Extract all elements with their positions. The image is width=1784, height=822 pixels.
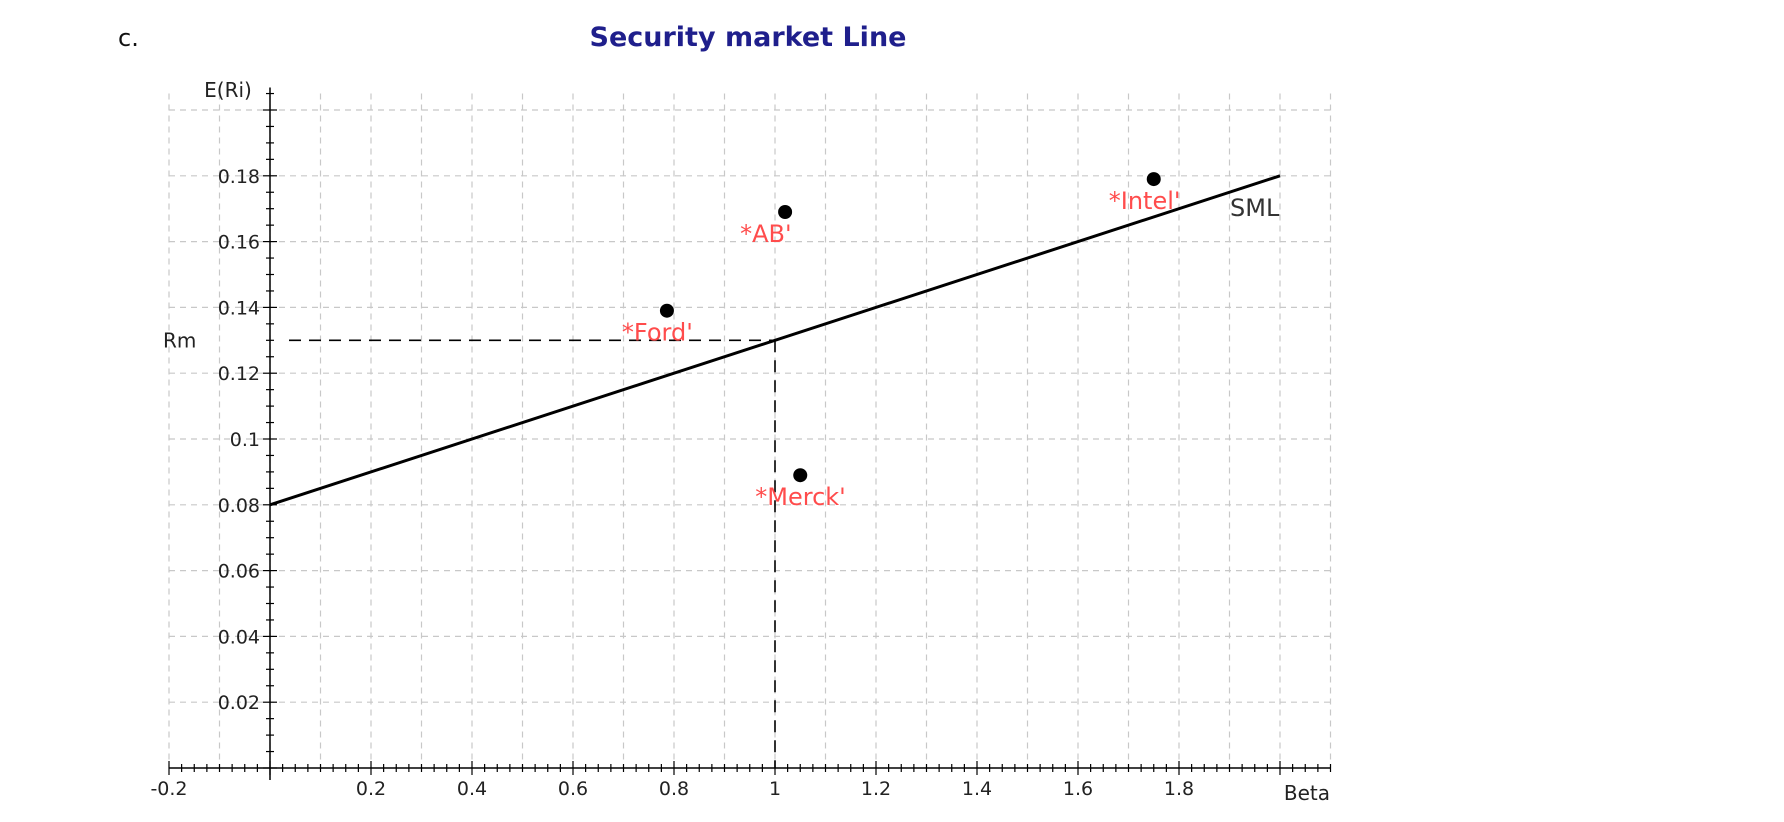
y-axis-label: E(Ri) — [204, 78, 252, 102]
data-point — [659, 303, 674, 318]
y-tick-label: 0.1 — [230, 429, 260, 451]
x-axis-label: Beta — [1284, 781, 1330, 805]
y-tick-label: 0.14 — [218, 297, 260, 319]
y-tick-label: 0.16 — [218, 232, 260, 254]
data-point-label: *Intel' — [1109, 187, 1181, 215]
x-tick-label: 0.8 — [659, 778, 689, 800]
y-tick-label: 0.06 — [218, 561, 260, 583]
market-return-label: Rm — [163, 328, 196, 352]
data-point — [1146, 172, 1161, 187]
x-tick-label: 1.2 — [861, 778, 891, 800]
grid — [168, 93, 1332, 768]
sml-label: SML — [1230, 194, 1280, 222]
axes — [168, 87, 1332, 780]
part-label: c. — [118, 24, 139, 52]
x-tick-label: 0.6 — [558, 778, 588, 800]
x-tick-label: 1.6 — [1063, 778, 1093, 800]
x-ticks: -0.2 0.2 0.4 0.6 0.8 1 1.2 1.4 1.6 1.8 — [150, 778, 1194, 800]
data-point — [778, 204, 793, 219]
data-point-label: *Merck' — [755, 483, 846, 511]
chart-title: Security market Line — [590, 22, 907, 53]
y-ticks: 0.02 0.04 0.06 0.08 0.1 0.12 0.14 0.16 0.18 — [218, 166, 260, 714]
sml-line — [269, 174, 1281, 507]
series: Rm SML *Ford' *AB' *Merck' *Intel' — [163, 172, 1281, 768]
y-tick-label: 0.12 — [218, 363, 260, 385]
x-tick-label: -0.2 — [150, 778, 187, 800]
y-tick-label: 0.04 — [218, 626, 260, 648]
x-tick-label: 0.4 — [457, 778, 487, 800]
x-tick-label: 1 — [769, 778, 781, 800]
y-tick-label: 0.02 — [218, 692, 260, 714]
x-tick-label: 1.4 — [962, 778, 992, 800]
y-tick-label: 0.08 — [218, 495, 260, 517]
x-tick-label: 0.2 — [356, 778, 386, 800]
y-tick-label: 0.18 — [218, 166, 260, 188]
data-point — [793, 468, 808, 483]
data-point-label: *AB' — [740, 220, 791, 248]
data-point-label: *Ford' — [622, 319, 693, 347]
x-tick-label: 1.8 — [1164, 778, 1194, 800]
